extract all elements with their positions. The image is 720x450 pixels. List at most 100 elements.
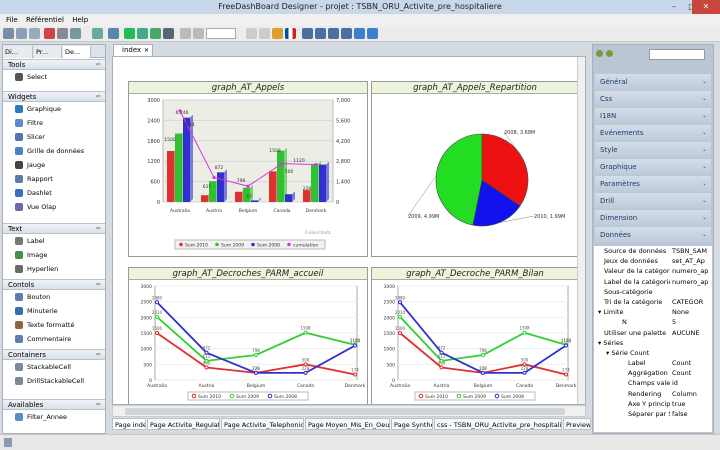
property-section[interactable]: Style ⌄ (595, 142, 711, 158)
align-right-icon[interactable] (328, 28, 339, 39)
property-section[interactable]: Evénements ⌄ (595, 125, 711, 141)
tab-properties[interactable]: Pr... (34, 46, 62, 58)
palette-icon[interactable] (272, 28, 283, 39)
property-value[interactable]: false (672, 410, 688, 418)
section-header[interactable]: Text (3, 223, 105, 234)
property-row[interactable]: Jeux de données set_AT_Ap (594, 256, 712, 266)
property-section[interactable]: Paramètres ⌄ (595, 176, 711, 192)
property-row[interactable]: ▾ Série Count (594, 348, 712, 358)
property-value[interactable]: true (672, 399, 686, 408)
property-value[interactable]: Count (672, 359, 692, 368)
connect-icon[interactable] (108, 28, 119, 39)
export-icon[interactable] (163, 28, 174, 39)
property-row[interactable]: Aggrégation Count (594, 368, 712, 378)
close-tab-icon[interactable]: ✕ (143, 47, 149, 54)
menu-help[interactable]: Help (72, 16, 89, 24)
property-section[interactable]: Données ⌄ (595, 227, 711, 243)
same-width-icon[interactable] (354, 28, 365, 39)
property-value[interactable]: Column (672, 389, 697, 398)
property-value[interactable]: TSBN_SAM (672, 247, 707, 255)
palette-item[interactable]: Commentaire (3, 332, 105, 346)
page-tab[interactable]: Page Synthese (391, 418, 433, 430)
property-section[interactable]: Drill ⌄ (595, 193, 711, 209)
property-section[interactable]: Général ⌄ (595, 74, 711, 90)
property-row[interactable]: Tri de la catégorie CATEGOR (594, 297, 712, 307)
page-tab[interactable]: Page index (112, 418, 146, 430)
property-row[interactable]: Séparer par Séfalse (594, 409, 712, 419)
chart-box-decroche-bilan[interactable]: graph_AT_Decroche_PARM_Bilan 3000 2500 200… (371, 267, 579, 404)
property-row[interactable]: Rendering Column (594, 389, 712, 399)
deploy-icon[interactable] (150, 28, 161, 39)
section-header[interactable]: Containers (3, 349, 105, 360)
palette-item[interactable]: Rapport (3, 172, 105, 186)
palette-item[interactable]: Graphique (3, 102, 105, 116)
palette-item[interactable]: Slicer (3, 130, 105, 144)
collapse-all-icon[interactable] (606, 50, 613, 57)
property-row[interactable]: Valeur de la catégorie numero_ap (594, 266, 712, 276)
property-value[interactable]: AUCUNE (672, 328, 700, 337)
save-all-icon[interactable] (29, 28, 40, 39)
align-center-icon[interactable] (315, 28, 326, 39)
property-row[interactable]: ▾ Limite None (594, 307, 712, 317)
zoom-out-icon[interactable] (193, 28, 204, 39)
palette-item[interactable]: Minuterie (3, 304, 105, 318)
property-row[interactable]: Axe Y principaltrue (594, 399, 712, 409)
stop-icon[interactable] (44, 28, 55, 39)
forward-icon[interactable] (259, 28, 270, 39)
language-flag-icon[interactable] (285, 28, 296, 39)
undo-icon[interactable] (57, 28, 68, 39)
property-value[interactable]: None (672, 308, 689, 317)
properties-search-input[interactable] (649, 49, 705, 60)
expand-all-icon[interactable] (596, 50, 603, 57)
property-section[interactable]: Graphique ⌄ (595, 159, 711, 175)
page-tab[interactable]: Preview (563, 418, 591, 430)
horizontal-scrollbar[interactable] (112, 405, 586, 417)
palette-item[interactable]: Grille de données (3, 144, 105, 158)
scroll-thumb[interactable] (125, 408, 565, 415)
page-tab[interactable]: Page Moyen_Mis_En_Oeuvre (305, 418, 390, 430)
palette-item[interactable]: Dashlet (3, 186, 105, 200)
editor-tab-index[interactable]: index ✕ (113, 44, 153, 56)
property-row[interactable]: Sous-catégorie (594, 287, 712, 297)
align-left-icon[interactable] (302, 28, 313, 39)
property-value[interactable]: numero_ap (672, 267, 709, 276)
palette-item[interactable]: Label (3, 234, 105, 248)
property-value[interactable]: set_AT_Ap (672, 257, 705, 266)
property-value[interactable]: id (672, 379, 678, 388)
palette-item[interactable]: Filter_Annee (3, 410, 105, 424)
tab-design[interactable]: De... (63, 46, 91, 58)
tab-dictionary[interactable]: Di... (3, 46, 33, 58)
chart-box-decroches-accueil[interactable]: graph_AT_Decroches_PARM_accueil 3000 2500… (128, 267, 368, 404)
wizard-icon[interactable] (124, 28, 135, 39)
property-section[interactable]: Dimension ⌄ (595, 210, 711, 226)
vertical-scrollbar[interactable] (577, 57, 585, 404)
chart-box-appels[interactable]: graph_AT_Appels 3000 7,000 2400 5,600 1800 4,… (128, 81, 368, 257)
palette-item[interactable]: Filtre (3, 116, 105, 130)
section-header[interactable]: Widgets (3, 91, 105, 102)
page-tab[interactable]: css - TSBN_ORU_Activite_pre_hospitaliere… (434, 418, 562, 430)
property-value[interactable]: CATEGOR (672, 297, 704, 306)
property-row[interactable]: Champs valeurid (594, 378, 712, 388)
property-row[interactable]: Utiliser une palette AUCUNE (594, 328, 712, 338)
close-button[interactable]: ✕ (692, 0, 720, 14)
back-icon[interactable] (246, 28, 257, 39)
property-section[interactable]: I18N ⌄ (595, 108, 711, 124)
new-icon[interactable] (3, 28, 14, 39)
align-top-icon[interactable] (341, 28, 352, 39)
property-value[interactable]: numero_ap (672, 277, 709, 286)
palette-item[interactable]: Bouton (3, 290, 105, 304)
property-value[interactable]: Count (672, 369, 692, 378)
palette-item[interactable]: Jauge (3, 158, 105, 172)
menu-referentiel[interactable]: Référentiel (25, 16, 64, 24)
palette-item[interactable]: StackableCell (3, 360, 105, 374)
zoom-select[interactable] (206, 28, 236, 39)
palette-item[interactable]: Image (3, 248, 105, 262)
palette-item[interactable]: Hyperlien (3, 262, 105, 276)
property-row[interactable]: Label Count (594, 358, 712, 368)
section-header[interactable]: Contols (3, 279, 105, 290)
palette-item[interactable]: Select (3, 70, 105, 84)
chart-box-repartition[interactable]: graph_AT_Appels_Repartition 2008, 3.68M 2… (371, 81, 579, 257)
property-value[interactable]: 5 (672, 318, 677, 327)
redo-icon[interactable] (70, 28, 81, 39)
